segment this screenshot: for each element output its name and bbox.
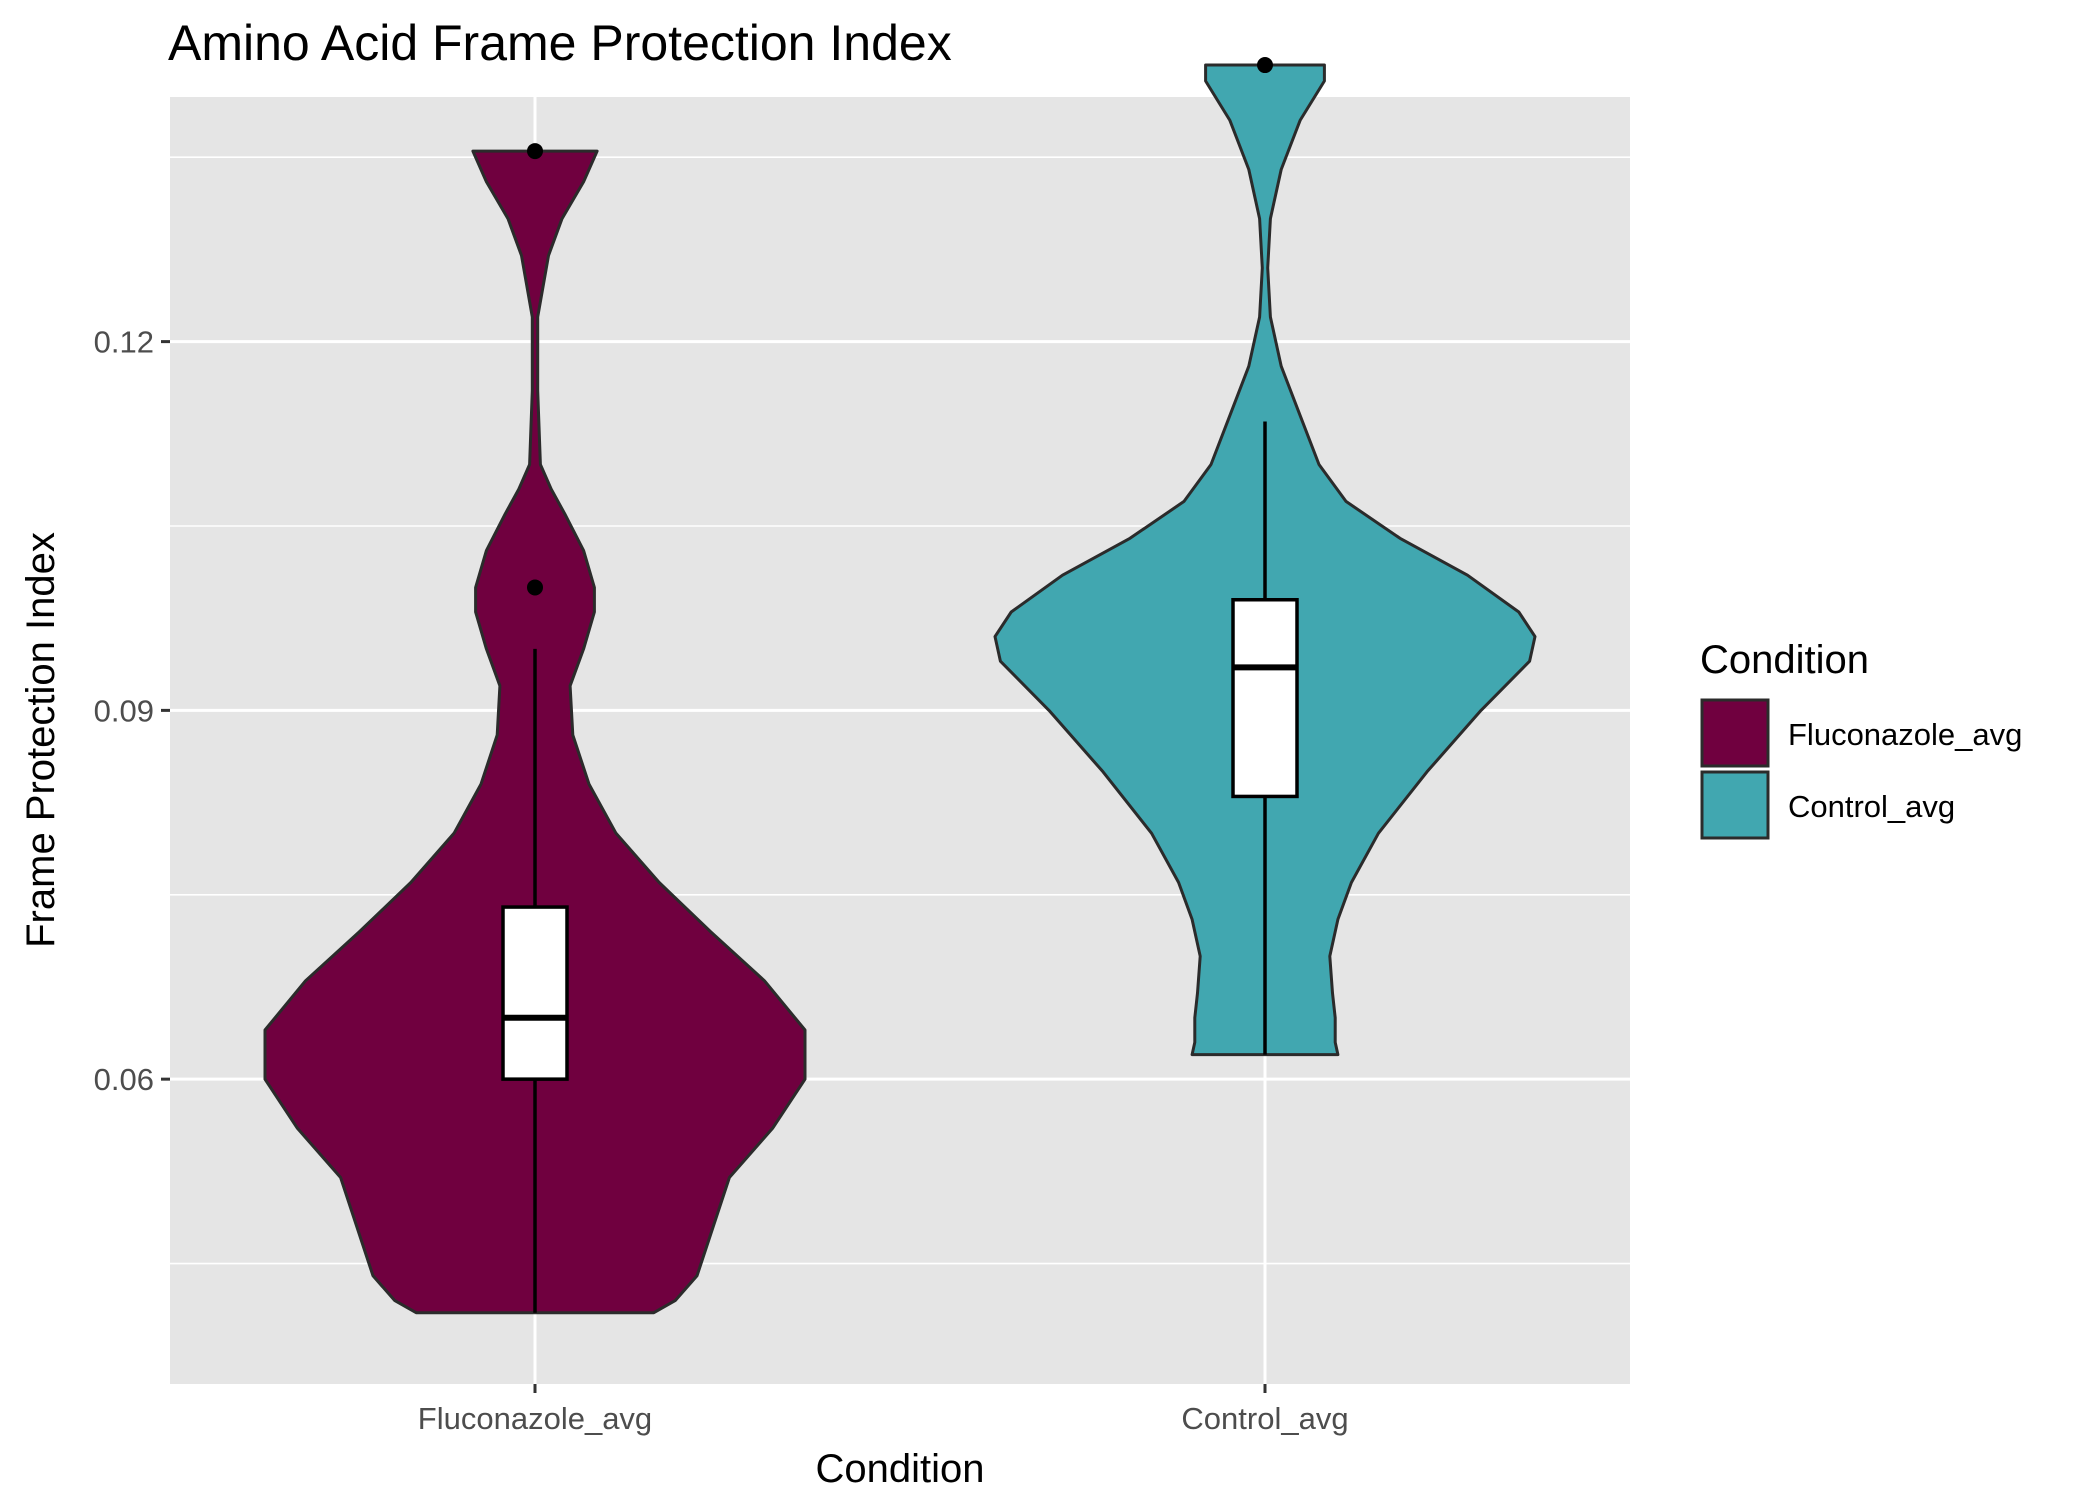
legend-label-Control_avg: Control_avg — [1788, 789, 1955, 824]
outlier-point — [527, 579, 543, 596]
box-Fluconazole_avg — [501, 905, 569, 1081]
outlier-point — [1257, 57, 1273, 74]
legend: Condition Fluconazole_avg Control_avg — [1700, 638, 2022, 840]
legend-title: Condition — [1700, 638, 1869, 682]
y-tick-label: 0.06 — [94, 1062, 154, 1097]
legend-swatch-Fluconazole_avg — [1700, 698, 1770, 768]
x-tick-label: Control_avg — [1181, 1401, 1348, 1436]
legend-label-Fluconazole_avg: Fluconazole_avg — [1788, 717, 2022, 752]
x-axis: Fluconazole_avg Control_avg — [418, 1384, 1349, 1436]
legend-swatch-Control_avg — [1700, 770, 1770, 840]
outlier-point — [527, 143, 543, 160]
outlier-points — [527, 57, 1273, 596]
chart-title: Amino Acid Frame Protection Index — [168, 15, 952, 71]
y-axis: 0.06 0.09 0.12 — [94, 325, 170, 1097]
x-axis-title: Condition — [815, 1447, 984, 1491]
y-axis-title: Frame Protection Index — [19, 532, 63, 948]
box-Control_avg — [1231, 598, 1299, 799]
boxplots — [501, 421, 1299, 1313]
y-tick-label: 0.12 — [94, 325, 154, 360]
x-tick-label: Fluconazole_avg — [418, 1401, 652, 1436]
y-tick-label: 0.09 — [94, 693, 154, 728]
